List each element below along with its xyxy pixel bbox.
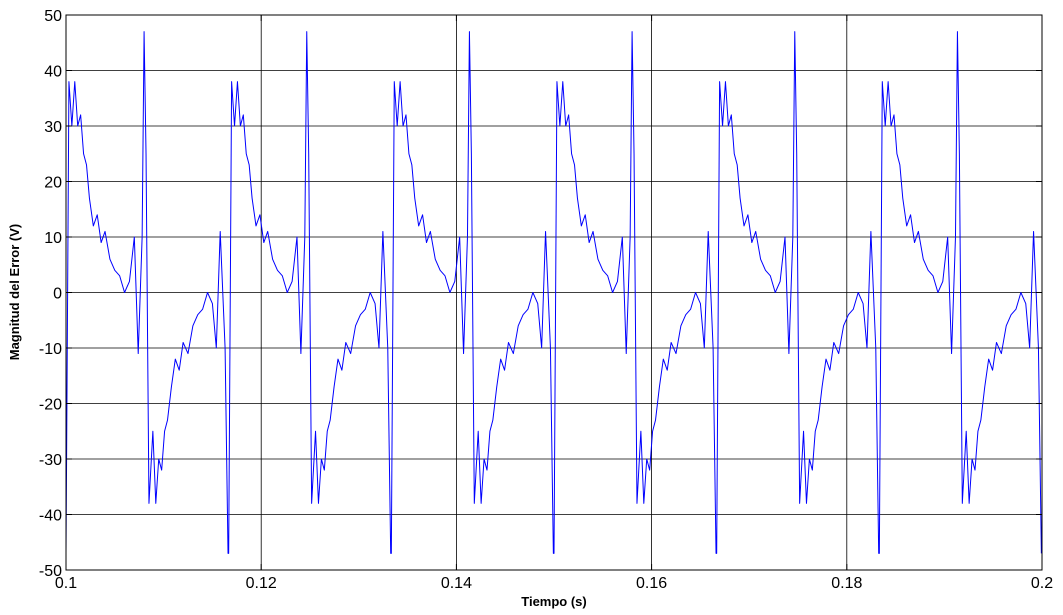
y-tick-label: 20: [44, 175, 62, 192]
y-tick-label: 0: [53, 286, 62, 303]
x-tick-label: 0.18: [831, 575, 862, 592]
y-tick-label: 30: [44, 119, 62, 136]
x-tick-label: 0.16: [636, 575, 667, 592]
series-group: [65, 31, 1042, 554]
x-tick-label: 0.1: [55, 575, 77, 592]
grid-lines: [66, 15, 1042, 570]
y-tick-label: -10: [39, 341, 62, 358]
y-axis-label: Magnitud del Error (V): [7, 224, 22, 361]
y-tick-label: 10: [44, 230, 62, 247]
x-tick-label: 0.2: [1031, 575, 1053, 592]
x-tick-label: 0.12: [246, 575, 277, 592]
y-tick-label: -30: [39, 452, 62, 469]
y-tick-label: 40: [44, 64, 62, 81]
x-axis-label: Tiempo (s): [521, 594, 587, 609]
y-tick-label: -40: [39, 508, 62, 525]
y-tick-label: 50: [44, 8, 62, 25]
error-series-line: [65, 31, 1042, 554]
y-tick-label: -20: [39, 397, 62, 414]
y-tick-label: -50: [39, 563, 62, 580]
tick-group: 0.1 0.12 0.14 0.16 0.18 0.2 50 40 30 20 10 0 -10 -20 -…: [39, 8, 1053, 592]
x-tick-label: 0.14: [441, 575, 472, 592]
